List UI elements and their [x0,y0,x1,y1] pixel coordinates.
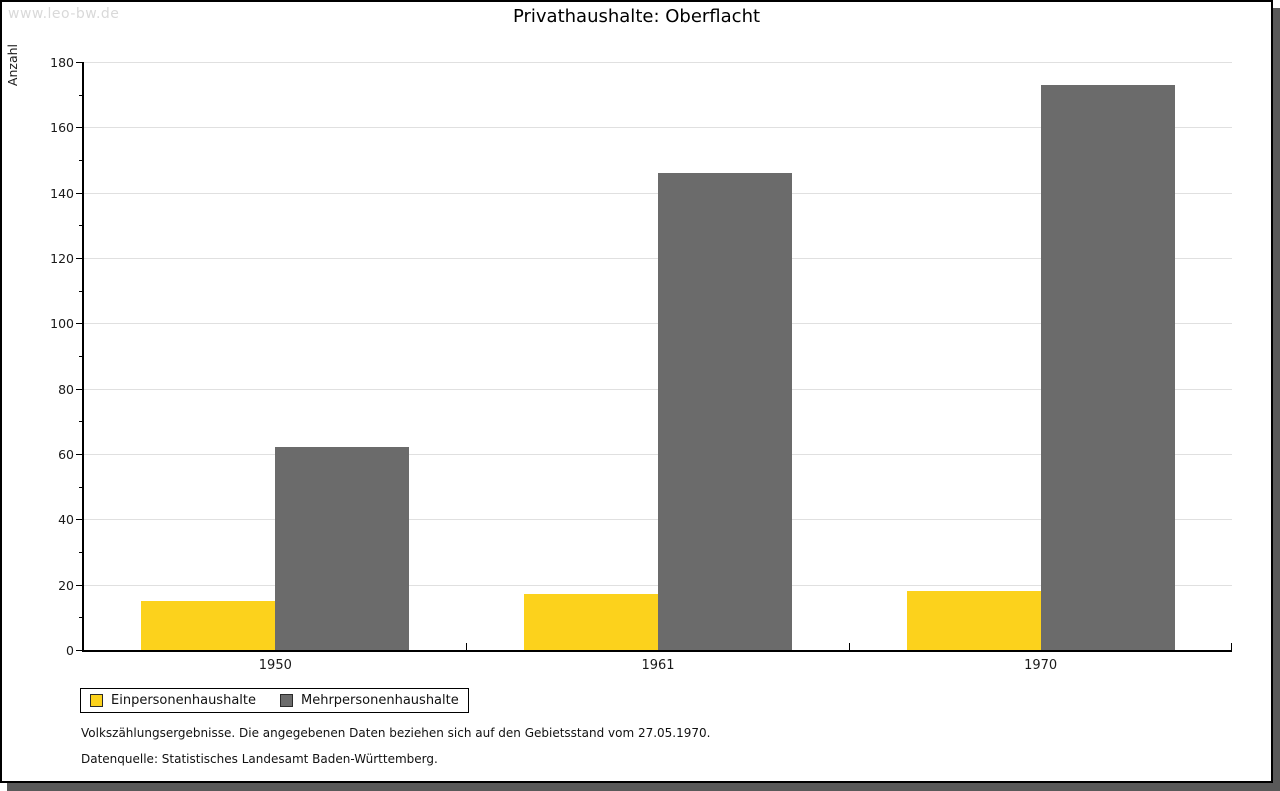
y-minor-tick-130 [79,225,82,227]
bar-mehrpersonenhaushalte-1970 [1040,84,1175,650]
bar-einpersonenhaushalte-1950 [141,601,276,650]
y-major-tick-180 [76,62,82,63]
x-tick-label-1950: 1950 [258,658,292,673]
legend-label-mehrpersonenhaushalte: Mehrpersonenhaushalte [301,693,459,708]
y-minor-tick-70 [79,421,82,423]
y-minor-tick-150 [79,160,82,161]
y-minor-tick-30 [79,552,82,553]
y-major-tick-40 [76,519,82,521]
plot-area [82,62,1232,652]
x-boundary-tick-2 [848,643,850,650]
footnote-line1: Volkszählungsergebnisse. Die angegebenen… [81,726,711,740]
y-tick-label-100: 100 [50,316,74,332]
y-tick-label-120: 120 [50,251,74,266]
chart-title: Privathaushalte: Oberflacht [512,6,761,27]
y-tick-label-40: 40 [58,512,74,528]
y-major-tick-60 [76,454,82,455]
watermark: www.leo-bw.de [8,6,120,22]
y-tick-label-180: 180 [50,55,74,70]
bar-mehrpersonenhaushalte-1961 [658,173,792,650]
legend: Einpersonenhaushalte Mehrpersonenhaushal… [80,688,469,713]
gridline-160 [84,127,1232,129]
bar-mehrpersonenhaushalte-1950 [275,447,410,650]
y-major-tick-160 [76,127,82,129]
legend-swatch-einpersonenhaushalte [90,694,103,707]
y-minor-tick-110 [79,290,82,292]
x-tick-label-1961: 1961 [641,658,675,673]
y-major-tick-20 [76,584,82,586]
y-minor-tick-10 [79,617,82,619]
gridline-180 [84,62,1232,63]
legend-entry-mehrpersonenhaushalte: Mehrpersonenhaushalte [280,693,459,708]
y-tick-label-60: 60 [58,447,74,462]
bar-einpersonenhaushalte-1970 [906,591,1041,650]
y-minor-tick-50 [79,486,82,488]
y-tick-label-80: 80 [58,381,74,397]
y-major-tick-80 [76,388,82,390]
y-major-tick-100 [76,323,82,325]
footnote-line2: Datenquelle: Statistisches Landesamt Bad… [81,752,438,766]
y-tick-label-20: 20 [58,577,74,593]
x-boundary-tick-1 [466,643,468,650]
legend-entry-einpersonenhaushalte: Einpersonenhaushalte [90,693,256,708]
x-tick-label-1970: 1970 [1024,658,1058,673]
bar-einpersonenhaushalte-1961 [524,594,658,650]
y-major-tick-0 [76,650,82,651]
y-tick-label-140: 140 [50,185,74,201]
y-minor-tick-170 [79,94,82,96]
y-major-tick-140 [76,192,82,194]
x-boundary-tick-right [1231,643,1232,650]
y-tick-label-0: 0 [66,643,74,658]
legend-swatch-mehrpersonenhaushalte [280,694,293,707]
y-tick-label-160: 160 [50,120,74,136]
y-minor-tick-90 [79,356,82,357]
legend-label-einpersonenhaushalte: Einpersonenhaushalte [111,693,256,708]
y-major-tick-120 [76,258,82,259]
